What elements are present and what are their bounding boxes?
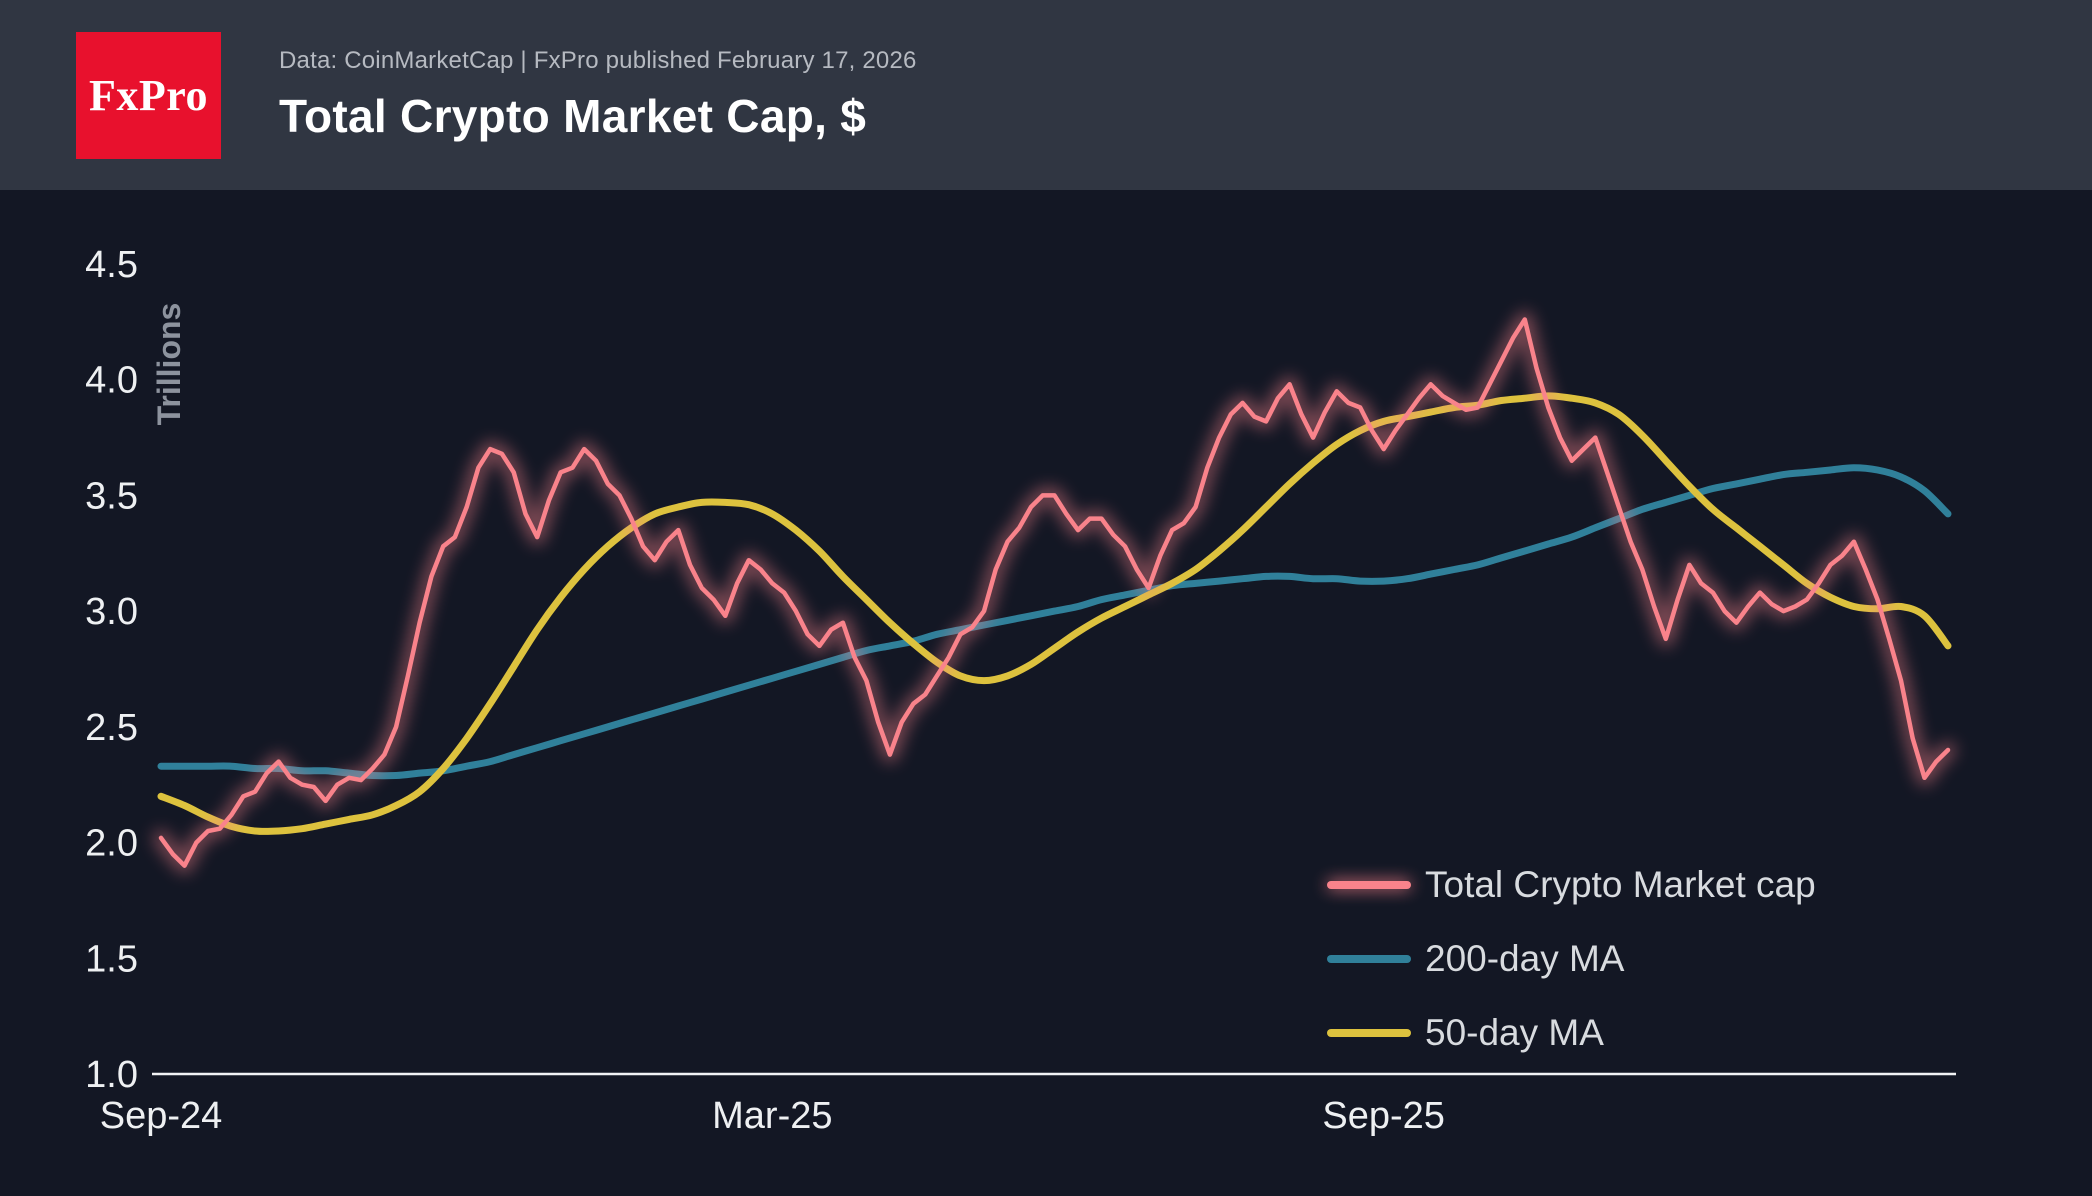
legend-swatch-200-day-ma xyxy=(1327,955,1411,963)
svg-text:3.0: 3.0 xyxy=(85,591,138,633)
legend-label-50-day-ma: 50-day MA xyxy=(1425,1012,1604,1053)
header-text-block: Data: CoinMarketCap | FxPro published Fe… xyxy=(279,47,917,143)
chart-area: 1.0 1.5 2.0 2.5 3.0 3.5 4.0 4.5 Sep-24 Mar-25 Sep-… xyxy=(0,190,2092,1196)
data-source-line: Data: CoinMarketCap | FxPro published Fe… xyxy=(279,47,917,74)
page-title: Total Crypto Market Cap, $ xyxy=(279,90,867,142)
svg-text:Sep-25: Sep-25 xyxy=(1322,1095,1445,1137)
legend-swatch-total-market-cap xyxy=(1327,881,1411,889)
crypto-market-cap-line-chart: 1.0 1.5 2.0 2.5 3.0 3.5 4.0 4.5 Sep-24 Mar-25 Sep-… xyxy=(85,244,1956,1137)
legend-swatch-50-day-ma xyxy=(1327,1029,1411,1037)
fxpro-logo: FxPro xyxy=(76,31,221,159)
svg-text:1.5: 1.5 xyxy=(85,938,138,980)
svg-text:Trillions: Trillions xyxy=(151,303,187,426)
svg-text:3.5: 3.5 xyxy=(85,475,138,517)
legend-label-200-day-ma: 200-day MA xyxy=(1425,938,1625,979)
svg-text:4.5: 4.5 xyxy=(85,244,138,286)
legend-label-total-market-cap: Total Crypto Market cap xyxy=(1425,864,1816,905)
fxpro-logo-text: FxPro xyxy=(89,70,208,120)
legend-item-50-day-ma: 50-day MA xyxy=(1327,1010,1816,1056)
svg-text:Mar-25: Mar-25 xyxy=(712,1095,832,1137)
svg-text:1.0: 1.0 xyxy=(85,1054,138,1096)
legend-item-total-market-cap: Total Crypto Market cap xyxy=(1327,862,1816,908)
chart-legend: Total Crypto Market cap 200-day MA 50-da… xyxy=(1327,862,1816,1056)
svg-text:Sep-24: Sep-24 xyxy=(100,1095,223,1137)
svg-text:2.0: 2.0 xyxy=(85,823,138,865)
svg-text:4.0: 4.0 xyxy=(85,360,138,402)
svg-text:2.5: 2.5 xyxy=(85,707,138,749)
header: FxPro Data: CoinMarketCap | FxPro publis… xyxy=(0,0,2092,190)
legend-item-200-day-ma: 200-day MA xyxy=(1327,936,1816,982)
